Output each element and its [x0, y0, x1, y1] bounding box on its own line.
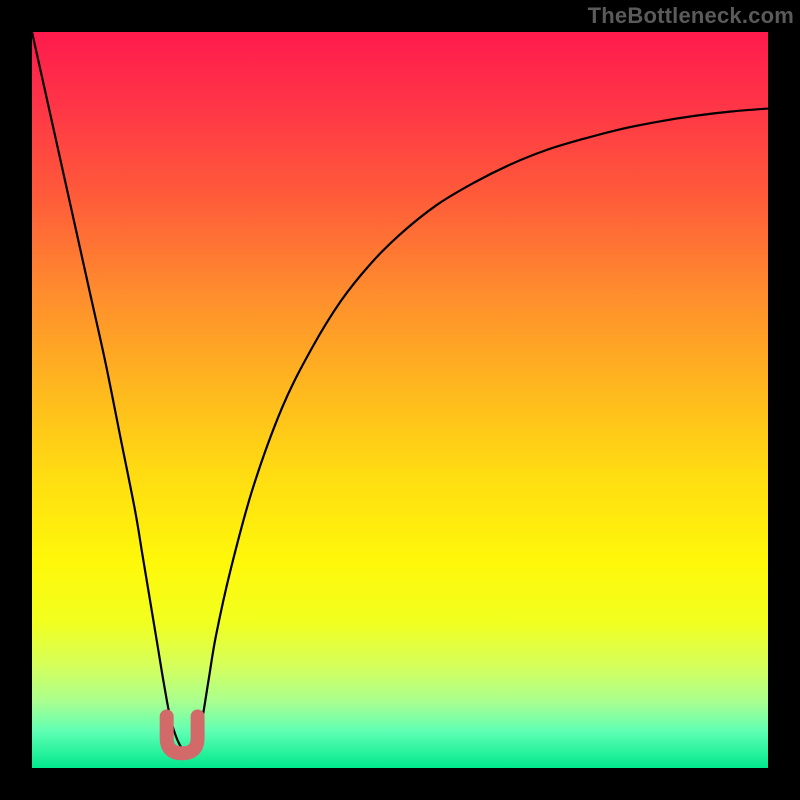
plot-area — [32, 32, 768, 768]
frame-left — [0, 0, 32, 800]
curve-layer — [32, 32, 768, 768]
frame-bottom — [0, 768, 800, 800]
chart-stage: TheBottleneck.com — [0, 0, 800, 800]
bottleneck-curve — [32, 32, 768, 753]
trough-marker — [167, 716, 198, 753]
frame-right — [768, 0, 800, 800]
watermark-text: TheBottleneck.com — [588, 3, 794, 29]
